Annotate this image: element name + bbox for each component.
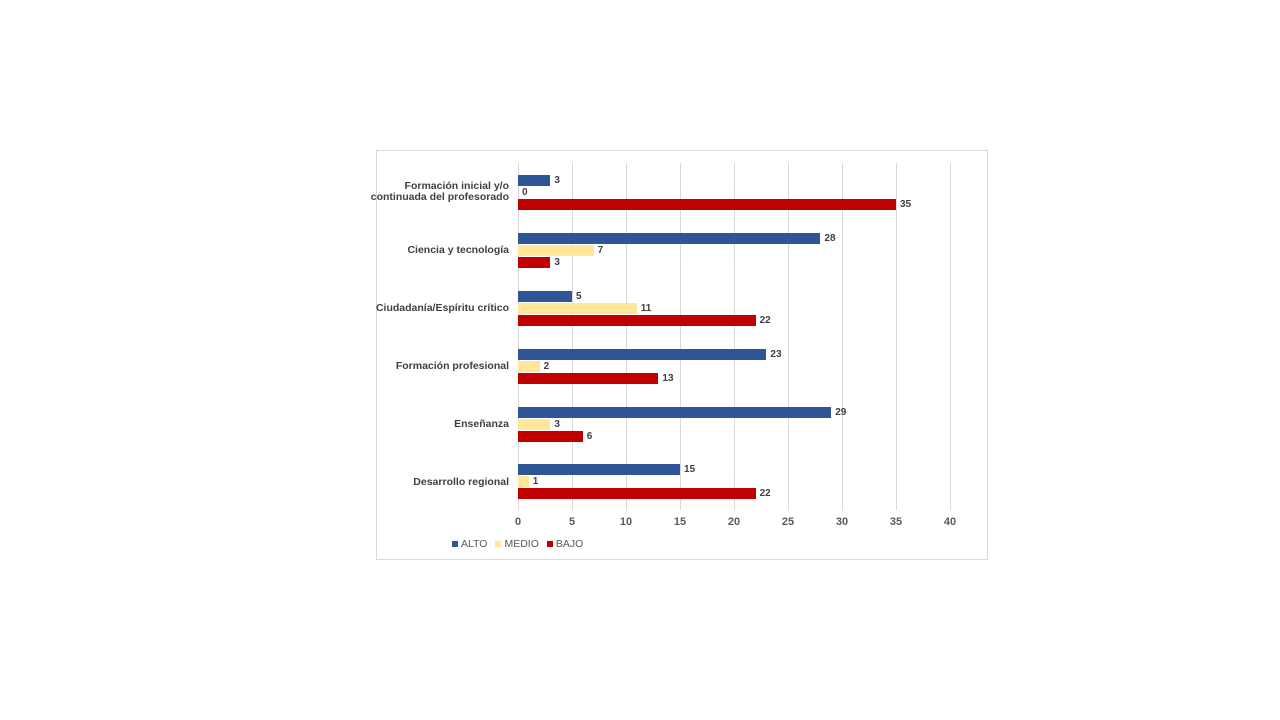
category-label-line: Formación inicial y/o bbox=[404, 180, 509, 192]
legend-swatch-icon bbox=[452, 541, 458, 547]
data-label: 3 bbox=[554, 257, 560, 268]
legend-label: ALTO bbox=[461, 538, 488, 550]
legend-item-medio: MEDIO bbox=[495, 538, 539, 550]
data-label: 2 bbox=[543, 361, 550, 372]
category-label-ensenanza: Enseñanza bbox=[454, 418, 509, 430]
bar-medio bbox=[518, 419, 551, 430]
legend: ALTO MEDIO BAJO bbox=[452, 538, 583, 550]
bar-alto bbox=[518, 233, 821, 244]
category-label-formacion-inicial: Formación inicial y/o continuada del pro… bbox=[371, 181, 509, 203]
x-tick-label: 25 bbox=[781, 516, 795, 528]
bar-bajo bbox=[518, 257, 551, 268]
x-tick-label: 20 bbox=[727, 516, 741, 528]
gridline bbox=[518, 163, 519, 510]
gridline bbox=[842, 163, 843, 510]
data-label: 7 bbox=[597, 245, 604, 256]
category-label-line: continuada del profesorado bbox=[370, 191, 509, 203]
legend-item-bajo: BAJO bbox=[546, 538, 584, 550]
data-label: 1 bbox=[532, 476, 539, 487]
legend-item-alto: ALTO bbox=[452, 538, 487, 550]
legend-swatch-icon bbox=[495, 541, 502, 547]
data-label: 3 bbox=[554, 419, 560, 430]
x-tick-label: 15 bbox=[673, 516, 687, 528]
x-tick-label: 40 bbox=[943, 516, 957, 528]
bar-medio bbox=[518, 361, 540, 372]
data-label: 11 bbox=[640, 303, 652, 314]
gridline bbox=[572, 163, 573, 510]
data-label: 23 bbox=[770, 349, 782, 360]
gridline bbox=[896, 163, 897, 510]
data-label: 6 bbox=[586, 431, 593, 442]
bar-alto bbox=[518, 464, 680, 475]
legend-label: MEDIO bbox=[504, 538, 539, 550]
gridline bbox=[734, 163, 735, 510]
category-label-ciencia: Ciencia y tecnología bbox=[407, 244, 509, 256]
x-tick-label: 10 bbox=[619, 516, 633, 528]
legend-swatch-icon bbox=[546, 541, 553, 547]
bar-bajo bbox=[518, 199, 896, 210]
bar-medio bbox=[518, 303, 637, 314]
category-label-formacion-profesional: Formación profesional bbox=[395, 360, 509, 372]
legend-label: BAJO bbox=[555, 538, 584, 550]
bar-bajo bbox=[518, 373, 659, 384]
data-label: 15 bbox=[684, 464, 696, 475]
data-label: 0 bbox=[522, 187, 528, 198]
x-tick-label: 35 bbox=[889, 516, 903, 528]
bar-bajo bbox=[518, 315, 756, 326]
category-label-ciudadania: Ciudadanía/Espíritu crítico bbox=[375, 302, 509, 314]
bar-bajo bbox=[518, 488, 756, 499]
data-label: 13 bbox=[662, 373, 674, 384]
bar-alto bbox=[518, 175, 551, 186]
bar-bajo bbox=[518, 431, 583, 442]
data-label: 22 bbox=[759, 315, 771, 326]
data-label: 22 bbox=[759, 488, 771, 499]
data-label: 28 bbox=[824, 233, 836, 244]
data-label: 35 bbox=[900, 199, 912, 210]
data-label: 5 bbox=[576, 291, 582, 302]
category-label-desarrollo-regional: Desarrollo regional bbox=[413, 476, 509, 488]
bar-alto bbox=[518, 407, 832, 418]
x-tick-label: 30 bbox=[835, 516, 849, 528]
gridline bbox=[626, 163, 627, 510]
gridline bbox=[788, 163, 789, 510]
bar-medio bbox=[518, 476, 529, 487]
bar-alto bbox=[518, 349, 767, 360]
bar-alto bbox=[518, 291, 572, 302]
gridline bbox=[680, 163, 681, 510]
x-tick-label: 0 bbox=[514, 516, 522, 528]
x-tick-label: 5 bbox=[568, 516, 576, 528]
gridline bbox=[950, 163, 951, 510]
data-label: 29 bbox=[835, 407, 847, 418]
data-label: 3 bbox=[554, 175, 560, 186]
bar-medio bbox=[518, 245, 594, 256]
